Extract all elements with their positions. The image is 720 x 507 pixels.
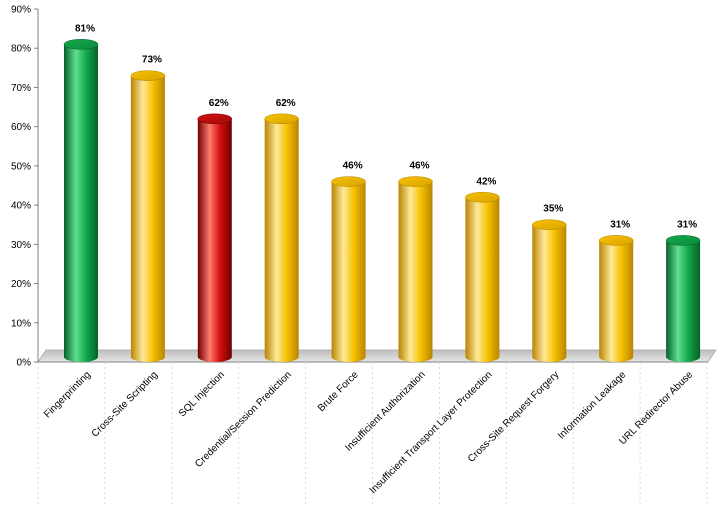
bar-body [666, 240, 701, 362]
bar-top [264, 113, 299, 125]
bar-10 [665, 235, 701, 362]
bar-2 [130, 70, 166, 362]
bar-body [532, 224, 567, 362]
y-tick-label: 90% [11, 5, 31, 16]
y-tick-label: 50% [11, 161, 31, 172]
bar-7 [465, 192, 500, 362]
bar-body [599, 240, 634, 362]
bar-5 [331, 176, 366, 362]
category-label: Brute Force [316, 369, 361, 414]
y-tick-label: 80% [11, 44, 31, 55]
data-label: 35% [543, 204, 563, 215]
data-label: 31% [610, 219, 630, 230]
bar-3 [197, 113, 233, 362]
bar-top [532, 219, 567, 230]
bar-body [130, 75, 165, 362]
category-label: Insufficient Transport Layer Protection [368, 369, 495, 496]
chart-bars [63, 39, 701, 363]
bar-1 [63, 39, 99, 363]
category-label: Cross-Site Scripting [90, 369, 160, 439]
bar-top [130, 70, 166, 81]
bar-body [331, 181, 366, 362]
y-tick-label: 70% [11, 83, 31, 94]
y-tick-label: 20% [11, 279, 31, 290]
bar-body [398, 181, 433, 362]
y-tick-label: 0% [17, 358, 32, 369]
data-label: 42% [476, 176, 496, 187]
bar-top [331, 176, 366, 187]
data-label: 46% [409, 161, 429, 172]
bar-4 [264, 113, 299, 362]
y-tick-label: 30% [11, 240, 31, 251]
bar-top [598, 235, 634, 246]
bar-6 [398, 176, 433, 362]
y-tick-label: 60% [11, 122, 31, 133]
data-label: 62% [276, 98, 296, 109]
data-label: 31% [677, 219, 697, 230]
category-label: SQL Injection [177, 369, 227, 419]
y-tick-label: 10% [11, 318, 31, 329]
bar-body [465, 197, 500, 362]
y-tick-label: 40% [11, 201, 31, 212]
bar-body [197, 118, 232, 362]
data-label: 46% [343, 161, 363, 172]
bar-body [64, 44, 98, 363]
data-label: 81% [75, 23, 95, 34]
bar-9 [598, 235, 634, 362]
bar-body [264, 118, 299, 362]
bar-top [665, 235, 701, 246]
data-label: 73% [142, 55, 162, 66]
bar-top [197, 113, 233, 125]
bar-8 [532, 219, 567, 362]
bar-top [398, 176, 433, 187]
data-label: 62% [209, 98, 229, 109]
bar-top [465, 192, 500, 203]
category-label: URL Redirector Abuse [617, 369, 695, 447]
category-label: Fingerprinting [42, 369, 93, 420]
bar-top [63, 39, 99, 50]
category-label: Information Leakage [556, 369, 629, 442]
